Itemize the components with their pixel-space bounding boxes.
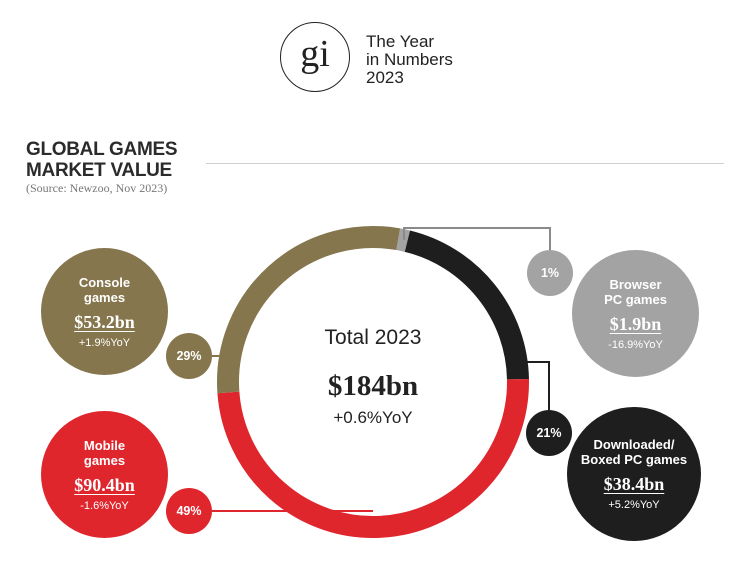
brand-title: The Year in Numbers 2023	[366, 33, 453, 87]
connector-downloaded	[510, 361, 550, 410]
bubble-console: Console games $53.2bn +1.9%YoY	[41, 248, 168, 375]
share-label-downloaded: 21%	[526, 410, 572, 456]
share-label-mobile: 49%	[166, 488, 212, 534]
bubble-mobile-name: Mobile games	[84, 438, 125, 468]
bubble-console-name: Console games	[79, 275, 130, 305]
bubble-downloaded-yoy: +5.2%YoY	[608, 499, 660, 511]
bubble-mobile-value: $90.4bn	[74, 474, 135, 495]
bubble-browser-name-2: PC games	[604, 291, 667, 307]
gi-logo: gi	[280, 22, 350, 92]
chart-title-line-1: GLOBAL GAMES	[26, 139, 178, 160]
donut-segment-mobile	[217, 378, 529, 538]
bubble-browser-name-1: Browser	[609, 276, 662, 292]
bubble-browser-value: $1.9bn	[609, 313, 662, 334]
bubble-mobile: Mobile games $90.4bn -1.6%YoY	[41, 411, 168, 538]
bubble-downloaded-name: Downloaded/ Boxed PC games	[581, 437, 687, 467]
chart-title-line-2: MARKET VALUE	[26, 160, 172, 181]
bubble-console-value: $53.2bn	[74, 311, 135, 332]
bubble-downloaded-name-2: Boxed PC games	[580, 452, 688, 467]
bubble-console-yoy: +1.9%YoY	[78, 336, 131, 349]
donut-segment-browser	[396, 228, 410, 252]
center-yoy: +0.6%YoY	[333, 408, 413, 427]
bubble-browser-name: Browser PC games	[604, 277, 667, 307]
title-divider	[206, 163, 724, 164]
brand-line-2: in Numbers	[366, 50, 453, 69]
donut-segment-downloaded	[404, 230, 529, 380]
chart-source: (Source: Newzoo, Nov 2023)	[26, 181, 168, 195]
bubble-downloaded-name-1: Downloaded/	[593, 437, 675, 452]
connector-browser	[403, 227, 551, 250]
chart-title: GLOBAL GAMES MARKET VALUE	[26, 139, 178, 181]
bubble-downloaded: Downloaded/ Boxed PC games $38.4bn +5.2%…	[567, 407, 701, 541]
center-total: $184bn	[327, 370, 419, 402]
bubble-browser: Browser PC games $1.9bn -16.9%YoY	[572, 250, 699, 377]
bubble-mobile-name-1: Mobile	[83, 437, 126, 453]
center-title: Total 2023	[324, 326, 422, 349]
brand-line-1: The Year	[366, 32, 435, 51]
logo-monogram: gi	[300, 33, 330, 75]
bubble-console-name-2: games	[83, 289, 126, 305]
share-label-browser: 1%	[527, 250, 573, 296]
bubble-downloaded-value: $38.4bn	[603, 474, 665, 494]
bubble-mobile-yoy: -1.6%YoY	[80, 499, 129, 512]
bubble-mobile-name-2: games	[83, 452, 126, 468]
bubble-console-name-1: Console	[78, 274, 131, 290]
brand-line-3: 2023	[366, 68, 404, 87]
bubble-browser-yoy: -16.9%YoY	[608, 338, 663, 351]
share-label-console: 29%	[166, 333, 212, 379]
